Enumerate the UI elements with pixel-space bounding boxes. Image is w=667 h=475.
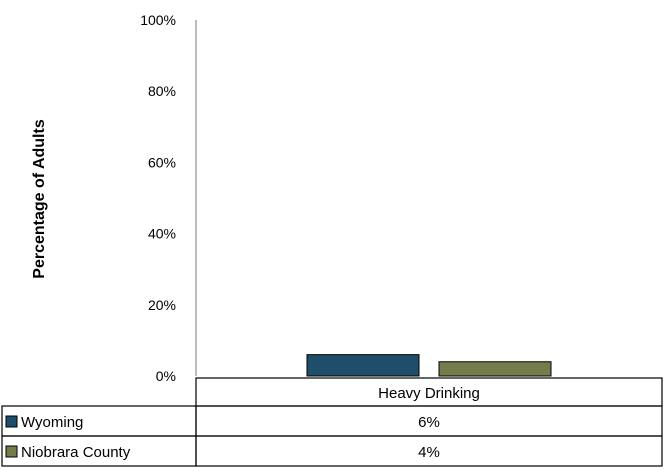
bar-wyoming: [306, 354, 420, 377]
bar-niobrara-county: [438, 361, 552, 377]
legend-series-name: Niobrara County: [21, 444, 131, 461]
y-tick-label: 20%: [148, 297, 176, 313]
y-tick-label: 40%: [148, 226, 176, 242]
y-axis-ticks: 0% 20% 40% 60% 80% 100%: [140, 12, 176, 384]
data-value-label: 4%: [418, 444, 440, 461]
legend-series-name: Wyoming: [21, 414, 83, 431]
legend-swatch: [5, 415, 18, 428]
legend-swatch: [5, 445, 18, 458]
bars: [306, 354, 552, 377]
table-row-cell: [195, 435, 663, 467]
y-tick-label: 100%: [140, 12, 176, 28]
category-label: Heavy Drinking: [378, 385, 480, 402]
y-tick-label: 60%: [148, 154, 176, 170]
y-tick-label: 0%: [156, 368, 176, 384]
y-axis-label: Percentage of Adults: [31, 119, 48, 279]
data-table: Heavy Drinking Wyoming 6% Niobrara County 4%: [1, 377, 663, 467]
y-tick-label: 80%: [148, 83, 176, 99]
data-value-label: 6%: [418, 414, 440, 431]
